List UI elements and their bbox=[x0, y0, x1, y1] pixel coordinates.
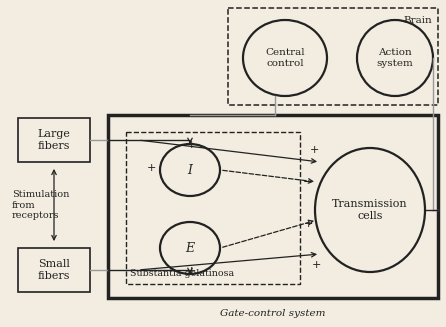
Text: Central
control: Central control bbox=[265, 48, 305, 68]
Text: Stimulation
from
receptors: Stimulation from receptors bbox=[12, 190, 70, 220]
Text: +: + bbox=[147, 163, 156, 173]
Bar bbox=[18, 118, 90, 162]
Text: +: + bbox=[186, 266, 196, 276]
Text: Brain: Brain bbox=[403, 16, 432, 25]
Bar bbox=[108, 115, 438, 298]
Text: +: + bbox=[311, 260, 321, 270]
Text: +: + bbox=[304, 219, 313, 229]
Text: Small
fibers: Small fibers bbox=[38, 259, 70, 281]
Text: +: + bbox=[310, 145, 319, 155]
Text: E: E bbox=[186, 242, 194, 254]
Text: Action
system: Action system bbox=[376, 48, 413, 68]
Text: Substantia gelatinosa: Substantia gelatinosa bbox=[130, 269, 234, 278]
Text: −: − bbox=[302, 176, 313, 188]
Text: I: I bbox=[187, 164, 193, 177]
Text: Gate-control system: Gate-control system bbox=[220, 309, 326, 318]
Text: +: + bbox=[186, 140, 196, 150]
Text: Transmission
cells: Transmission cells bbox=[332, 199, 408, 221]
Text: Large
fibers: Large fibers bbox=[37, 129, 70, 151]
Bar bbox=[126, 132, 300, 284]
Bar bbox=[18, 248, 90, 292]
Bar bbox=[228, 8, 438, 105]
